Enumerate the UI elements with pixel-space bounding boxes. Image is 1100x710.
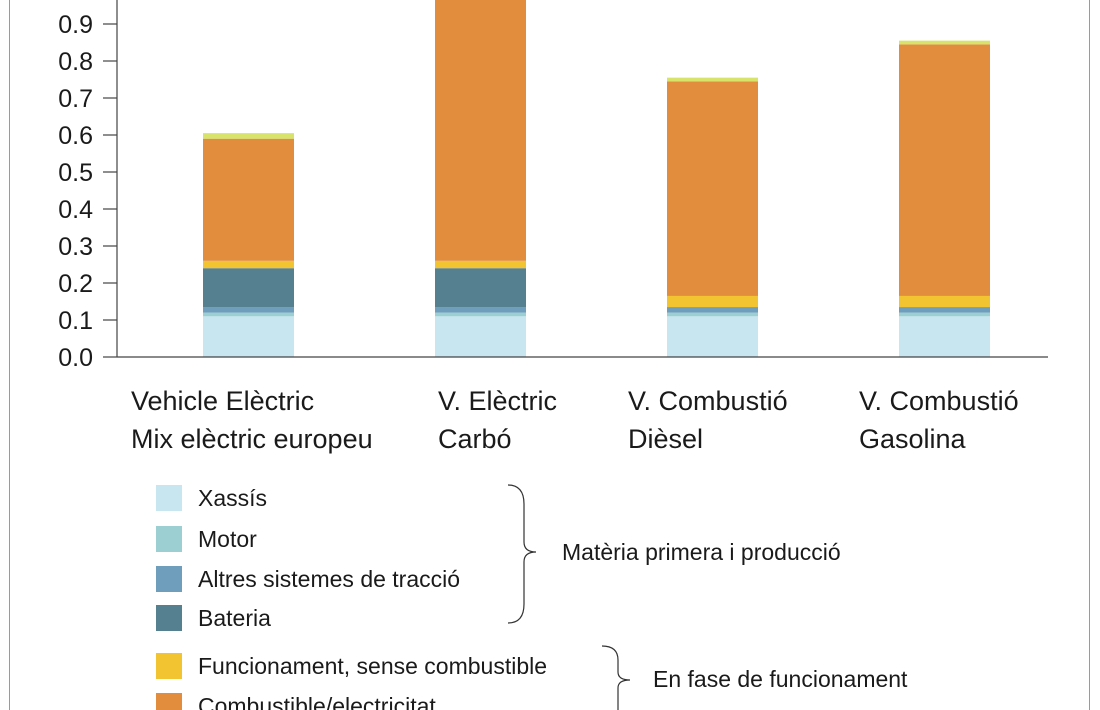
bar-segment-2-6 bbox=[435, 0, 526, 261]
category-label-4: V. Combustió Gasolina bbox=[859, 382, 1019, 458]
bar-segment-4-3 bbox=[899, 307, 990, 313]
frame-right-border bbox=[1089, 0, 1090, 710]
category-label-4-line1: V. Combustió bbox=[859, 386, 1019, 416]
category-label-2-line2: Carbó bbox=[438, 424, 512, 454]
bar-segment-4-2 bbox=[899, 312, 990, 317]
y-tick-label-3: 0.3 bbox=[58, 233, 93, 261]
bar-segment-1-2 bbox=[203, 312, 294, 317]
category-label-1: Vehicle Elèctric Mix elèctric europeu bbox=[131, 382, 373, 458]
y-tick-label-0: 0.0 bbox=[58, 344, 93, 370]
bar-segment-2-5 bbox=[435, 260, 526, 269]
bar-segment-2-2 bbox=[435, 312, 526, 317]
category-label-4-line2: Gasolina bbox=[859, 424, 966, 454]
bar-segment-4-7 bbox=[899, 40, 990, 45]
y-tick-label-7: 0.7 bbox=[58, 85, 93, 113]
legend-swatch-xassis bbox=[156, 485, 182, 511]
bar-segment-1-6 bbox=[203, 138, 294, 261]
legend-label-motor: Motor bbox=[198, 525, 257, 552]
bar-segment-3-3 bbox=[667, 307, 758, 313]
bar-segment-1-4 bbox=[203, 268, 294, 308]
bar-segment-1-1 bbox=[203, 316, 294, 357]
legend-group-label-production: Matèria primera i producció bbox=[562, 539, 841, 565]
bar-segment-3-2 bbox=[667, 312, 758, 317]
bar-segment-3-5 bbox=[667, 295, 758, 308]
legend-label-bateria: Bateria bbox=[198, 604, 271, 631]
bar-segment-3-7 bbox=[667, 77, 758, 82]
category-label-1-line2: Mix elèctric europeu bbox=[131, 424, 373, 454]
legend-group-label-operation: En fase de funcionament bbox=[653, 666, 908, 692]
category-label-2-line1: V. Elèctric bbox=[438, 386, 558, 416]
bar-segment-1-7 bbox=[203, 133, 294, 139]
y-tick-label-5: 0.5 bbox=[58, 159, 93, 187]
bar-segment-3-6 bbox=[667, 81, 758, 296]
legend-item-xassis: Xassís bbox=[156, 484, 267, 512]
legend-label-combustible: Combustible/electricitat bbox=[198, 692, 436, 710]
y-tick-label-1: 0.1 bbox=[58, 307, 93, 335]
legend-label-altres-sistemes: Altres sistemes de tracció bbox=[198, 565, 461, 592]
legend-item-bateria: Bateria bbox=[156, 604, 271, 632]
category-label-3-line2: Dièsel bbox=[628, 424, 704, 454]
legend-label-funcionament: Funcionament, sense combustible bbox=[198, 652, 548, 679]
legend-label-xassis: Xassís bbox=[198, 484, 268, 511]
y-tick-label-4: 0.4 bbox=[58, 196, 93, 224]
y-axis-ticks: 0.0 0.1 0.2 0.3 0.4 0.5 0.6 0.7 0.8 0.9 bbox=[58, 11, 117, 370]
y-tick-label-6: 0.6 bbox=[58, 122, 93, 150]
legend-swatch-motor bbox=[156, 526, 182, 552]
legend-item-motor: Motor bbox=[156, 525, 257, 553]
bar-segment-2-1 bbox=[435, 316, 526, 357]
legend-swatch-altres-sistemes bbox=[156, 566, 182, 592]
legend-swatch-funcionament bbox=[156, 653, 182, 679]
bar-segment-4-1 bbox=[899, 316, 990, 357]
category-label-3: V. Combustió Dièsel bbox=[628, 382, 788, 458]
legend-item-altres-sistemes: Altres sistemes de tracció bbox=[156, 565, 460, 593]
bar-segment-2-4 bbox=[435, 268, 526, 308]
stacked-bar-chart: 0.0 0.1 0.2 0.3 0.4 0.5 0.6 0.7 0.8 0.9 bbox=[58, 0, 1048, 370]
legend-brace-production bbox=[507, 484, 537, 624]
legend-brace-operation bbox=[601, 645, 631, 710]
bar-segment-2-3 bbox=[435, 307, 526, 313]
bar-segment-4-5 bbox=[899, 295, 990, 308]
category-label-3-line1: V. Combustió bbox=[628, 386, 788, 416]
bar-segment-3-1 bbox=[667, 316, 758, 357]
bar-segment-1-3 bbox=[203, 307, 294, 313]
bars-layer bbox=[203, 0, 990, 357]
bar-segment-1-5 bbox=[203, 260, 294, 269]
frame-left-border bbox=[9, 0, 10, 710]
y-tick-label-9: 0.9 bbox=[58, 11, 93, 39]
category-label-2: V. Elèctric Carbó bbox=[438, 382, 557, 458]
category-label-1-line1: Vehicle Elèctric bbox=[131, 386, 315, 416]
y-tick-label-8: 0.8 bbox=[58, 48, 93, 76]
legend-item-combustible: Combustible/electricitat bbox=[156, 692, 436, 710]
legend-item-funcionament: Funcionament, sense combustible bbox=[156, 652, 547, 680]
bar-segment-4-6 bbox=[899, 44, 990, 296]
y-tick-label-2: 0.2 bbox=[58, 270, 93, 298]
legend-swatch-bateria bbox=[156, 605, 182, 631]
legend-swatch-combustible bbox=[156, 693, 182, 710]
